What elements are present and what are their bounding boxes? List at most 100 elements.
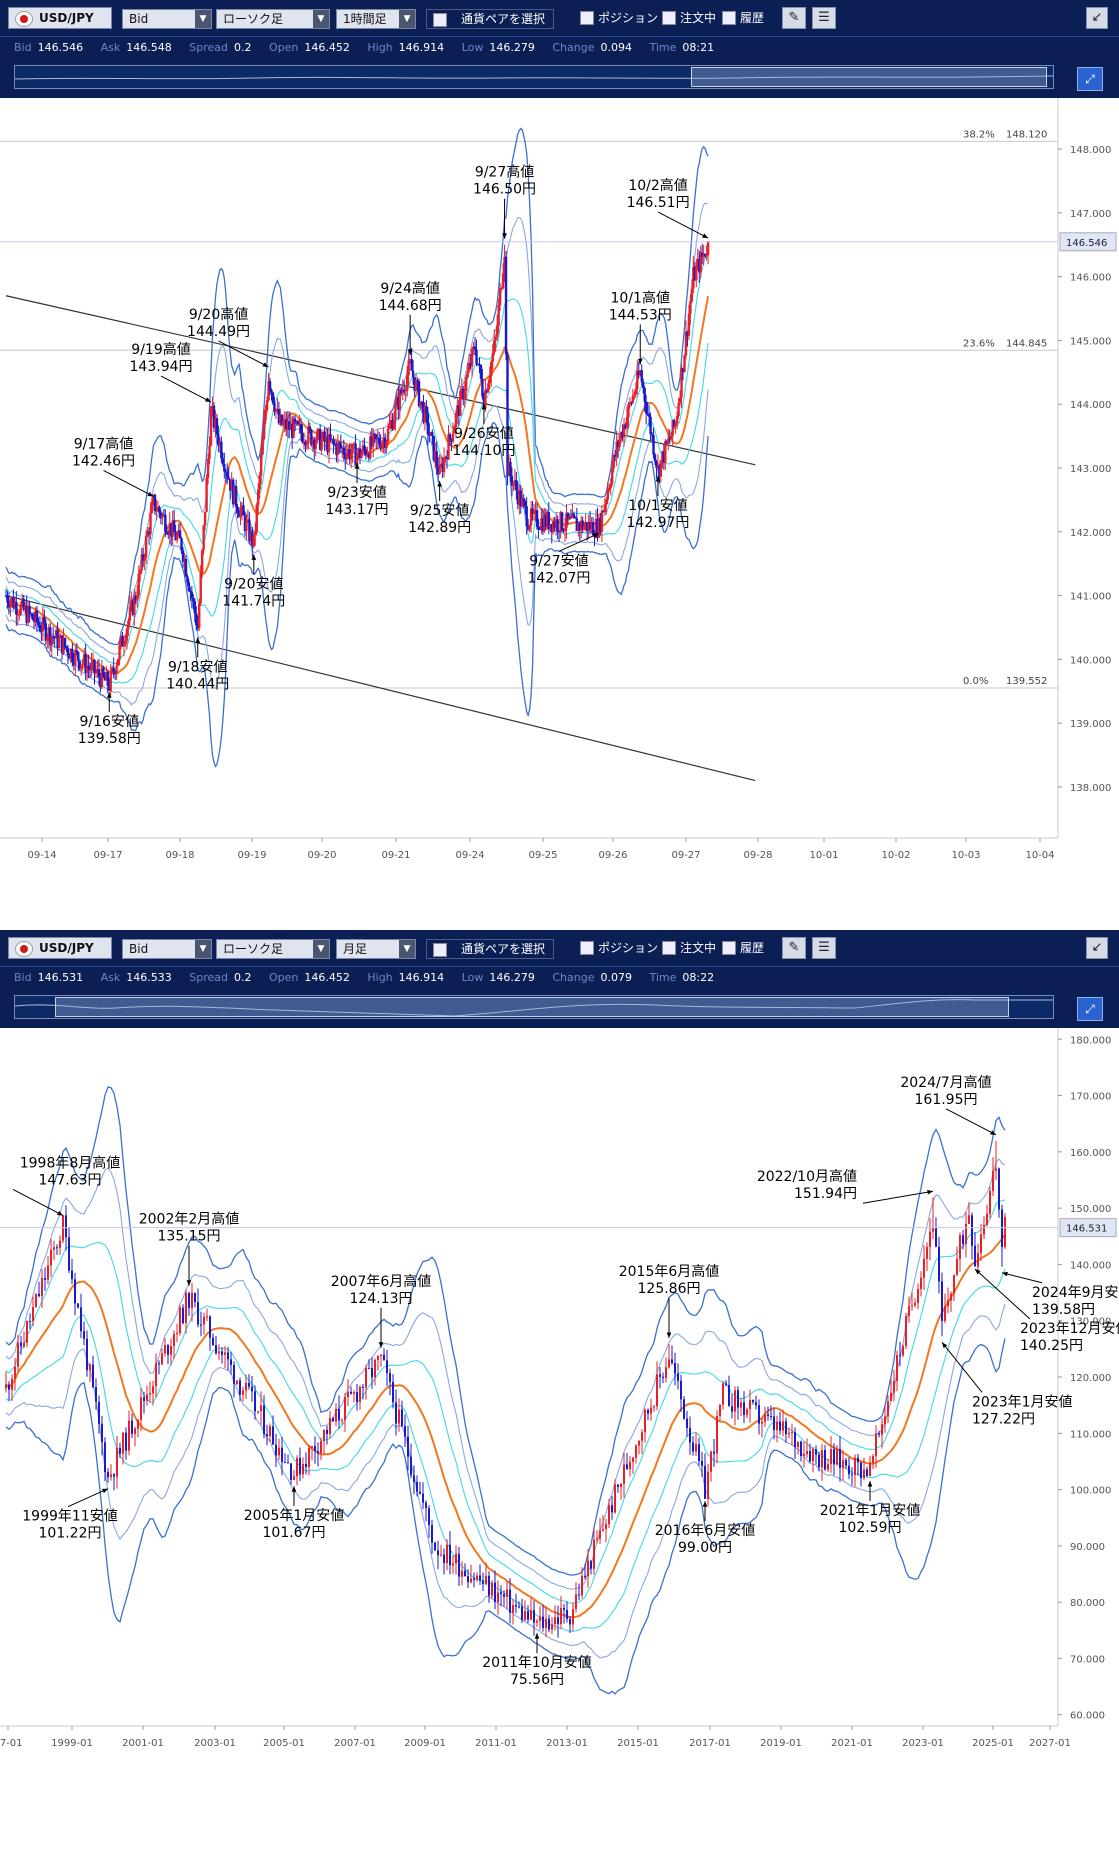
candle-body (330, 439, 334, 441)
candle-body (575, 1594, 577, 1609)
candle-body (161, 514, 164, 519)
candle-body (363, 445, 366, 450)
candle-body (137, 1420, 139, 1429)
x-tick-label: 2019-01 (760, 1738, 802, 1749)
candle-body (460, 388, 463, 392)
zoom-icon[interactable]: ⤢ (1077, 67, 1103, 91)
candle-body (470, 348, 474, 367)
candle-body (282, 422, 285, 425)
candle-body (995, 1168, 997, 1171)
candle-body (243, 515, 247, 531)
candle-body (293, 418, 297, 424)
annotation-arrowhead (354, 463, 360, 469)
annotation-label: 9/24高値 (380, 280, 439, 297)
history-checkbox[interactable] (722, 941, 736, 955)
candle-body (559, 512, 562, 532)
currency-pair-button[interactable]: USD/JPY (8, 7, 112, 29)
x-tick-label: 09-25 (528, 850, 557, 861)
orders-checkbox[interactable] (662, 11, 676, 25)
candle-body (504, 256, 508, 355)
annotation-arrowhead (702, 1501, 708, 1507)
position-checkbox[interactable] (580, 11, 594, 25)
candle-body (584, 1575, 586, 1577)
candle-body (665, 441, 668, 444)
candle-body (617, 1484, 619, 1487)
candle-body (535, 510, 539, 528)
annotation-label: 9/23安値 (327, 485, 386, 501)
draw-tool-button[interactable]: ✎ (782, 7, 806, 29)
y-tick-label: 147.000 (1070, 209, 1111, 220)
y-tick-label: 90.000 (1070, 1542, 1105, 1553)
bollinger-upper-2sigma (5, 1158, 1006, 1590)
collapse-icon[interactable]: ↙ (1086, 7, 1108, 29)
timeframe-select[interactable]: 1時間足 ▼ (336, 9, 416, 29)
candle-body (770, 1415, 772, 1417)
zoom-icon[interactable]: ⤢ (1077, 997, 1103, 1021)
candle-body (34, 610, 37, 622)
candle-body (271, 392, 275, 404)
current-price-tag (1059, 232, 1117, 252)
candle-body (667, 438, 670, 444)
chart-type-select[interactable]: ローソク足 ▼ (216, 939, 330, 959)
candle-body (578, 1594, 580, 1596)
candle-body (440, 1554, 442, 1556)
select-pair-button[interactable]: 通貨ペアを選択 (426, 9, 554, 29)
candle-body (352, 443, 356, 445)
select-pair-checkbox[interactable] (433, 13, 447, 27)
candle-body (526, 526, 530, 530)
select-pair-button[interactable]: 通貨ペアを選択 (426, 939, 554, 959)
annotation-label: 9/27高値 (475, 164, 534, 181)
candle-body (375, 434, 378, 439)
candle-body (140, 1397, 142, 1421)
price-type-select[interactable]: Bid ▼ (122, 939, 212, 959)
annotation-arrowhead (106, 692, 112, 698)
candle-body (461, 1570, 463, 1577)
draw-tool-button[interactable]: ✎ (782, 937, 806, 959)
candle-body (488, 376, 491, 384)
candle-body (380, 1354, 382, 1357)
candle-body (435, 451, 438, 467)
candle-body (280, 414, 284, 425)
navigator-scrollbar[interactable] (14, 995, 1054, 1019)
currency-pair-button[interactable]: USD/JPY (8, 937, 112, 959)
hourly-chart-panel: USD/JPY Bid ▼ ローソク足 ▼ 1時間足 ▼ 通貨ペアを選択 ポジション … (0, 0, 1119, 930)
select-pair-checkbox[interactable] (433, 943, 447, 957)
candle-body (490, 361, 493, 377)
candle-body (307, 426, 310, 444)
candle-body (529, 508, 533, 526)
candle-body (713, 1451, 715, 1454)
candle-body (524, 1611, 526, 1621)
navigator-window[interactable] (55, 997, 1009, 1017)
candle-body (494, 1582, 496, 1602)
history-checkbox[interactable] (722, 11, 736, 25)
candle-body (165, 531, 168, 534)
position-checkbox[interactable] (580, 941, 594, 955)
candle-body (541, 518, 545, 532)
candle-body (650, 434, 654, 436)
price-type-select[interactable]: Bid ▼ (122, 9, 212, 29)
candle-body (1001, 1209, 1003, 1247)
candle-body (678, 397, 682, 404)
collapse-icon[interactable]: ↙ (1086, 937, 1108, 959)
candle-body (761, 1421, 763, 1424)
orders-checkbox[interactable] (662, 941, 676, 955)
candle-body (422, 402, 425, 422)
candle-body (893, 1380, 895, 1393)
candle-body (614, 1484, 616, 1513)
timeframe-select[interactable]: 月足 ▼ (336, 939, 416, 959)
navigator-window[interactable] (691, 67, 1047, 87)
navigator-scrollbar[interactable] (14, 65, 1054, 89)
candle-body (686, 1418, 688, 1429)
candle-body (389, 1372, 391, 1382)
settings-list-button[interactable]: ☰ (812, 7, 836, 29)
candle-body (416, 380, 419, 382)
candle-body (707, 1471, 709, 1499)
settings-list-button[interactable]: ☰ (812, 937, 836, 959)
candle-body (192, 598, 195, 602)
chart-type-select[interactable]: ローソク足 ▼ (216, 9, 330, 29)
candle-body (318, 429, 322, 450)
x-tick-label: 10-03 (951, 850, 980, 861)
candle-body (161, 1353, 163, 1365)
candle-body (302, 441, 306, 443)
candle-body (379, 444, 382, 449)
